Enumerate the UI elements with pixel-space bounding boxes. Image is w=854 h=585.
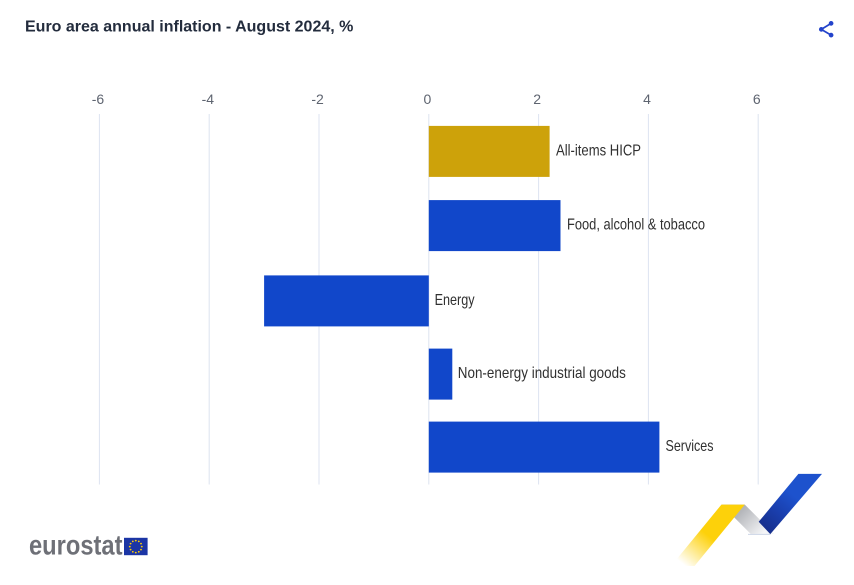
svg-text:2: 2 <box>533 91 541 107</box>
svg-text:Euro area annual inflation - A: Euro area annual inflation - August 2024… <box>25 19 353 36</box>
svg-text:-2: -2 <box>311 91 324 107</box>
svg-text:-4: -4 <box>202 91 215 107</box>
svg-text:eurostat: eurostat <box>29 530 123 561</box>
svg-text:Non-energy industrial goods: Non-energy industrial goods <box>458 365 626 382</box>
svg-text:Food, alcohol & tobacco: Food, alcohol & tobacco <box>567 217 705 234</box>
svg-text:6: 6 <box>753 91 761 107</box>
svg-text:4: 4 <box>643 91 651 107</box>
svg-text:-6: -6 <box>92 91 105 107</box>
svg-text:0: 0 <box>424 91 432 107</box>
svg-text:Services: Services <box>666 438 714 455</box>
svg-text:All-items HICP: All-items HICP <box>556 143 641 160</box>
svg-text:Energy: Energy <box>435 292 475 309</box>
